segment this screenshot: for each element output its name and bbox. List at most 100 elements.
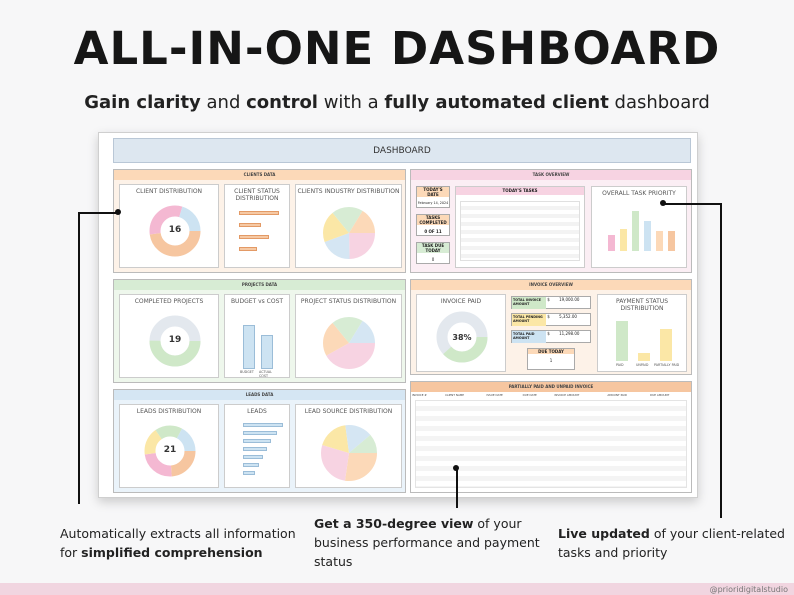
table-header-cell: ISSUE DATE xyxy=(486,392,503,397)
callout-mid: Get a 350-degree view of your business p… xyxy=(314,514,540,571)
callout-line-left-vertical xyxy=(78,212,80,504)
leads-distribution-card: LEADS DISTRIBUTION 21 xyxy=(119,404,219,488)
clients-industry-card: CLIENTS INDUSTRY DISTRIBUTION xyxy=(295,184,402,268)
todays-date-card: TODAY'S DATE February 14, 2024 xyxy=(416,186,450,208)
callout-dot-left xyxy=(115,209,121,215)
total-pending-card: TOTAL PENDING AMOUNT $ 5,352.00 xyxy=(511,313,591,326)
invoice-paid-pct: 38% xyxy=(452,333,472,342)
partial-invoice-header: PARTIALLY PAID AND UNPAID INVOICE xyxy=(411,382,691,392)
projects-section: PROJECTS DATA COMPLETED PROJECTS 19 BUDG… xyxy=(113,279,406,383)
task-section: TASK OVERVIEW TODAY'S DATE February 14, … xyxy=(410,169,692,273)
leads-distribution-total: 21 xyxy=(163,445,177,455)
client-distribution-donut xyxy=(149,205,201,257)
client-status-bar xyxy=(239,247,257,251)
payment-bar-unpaid xyxy=(638,353,650,361)
priority-bar xyxy=(656,231,663,251)
callout-mid-line2: business performance and payment xyxy=(314,535,540,550)
completed-projects-total: 19 xyxy=(168,335,182,345)
actual-cost-bar xyxy=(261,335,273,369)
budget-cost-title: BUDGET vs COST xyxy=(230,298,284,305)
payment-cat-partial: PARTIALLY PAID xyxy=(654,363,680,367)
callout-line-right-horizontal xyxy=(663,203,721,205)
clients-section-header: CLIENTS DATA xyxy=(114,170,405,180)
total-invoice-label: TOTAL INVOICE AMOUNT xyxy=(512,297,546,309)
leads-bar xyxy=(243,455,263,459)
priority-bar xyxy=(668,231,675,251)
total-paid-card: TOTAL PAID AMOUNT $ 11,298.00 xyxy=(511,330,591,343)
table-header-row: INVOICE # CLIENT NAME ISSUE DATE DUE DAT… xyxy=(411,392,691,397)
table-header-cell: INVOICE AMOUNT xyxy=(554,392,580,397)
budget-bar xyxy=(243,325,255,369)
clients-industry-title: CLIENTS INDUSTRY DISTRIBUTION xyxy=(297,188,400,195)
todays-tasks-title: TODAY'S TASKS xyxy=(456,187,584,195)
task-due-card: TASK DUE TODAY 0 xyxy=(416,242,450,264)
todays-tasks-card: TODAY'S TASKS xyxy=(455,186,585,268)
callout-line-right-vertical xyxy=(720,203,722,518)
callout-dot-mid xyxy=(453,465,459,471)
total-paid-value: 11,298.00 xyxy=(559,331,580,336)
leads-distribution-title: LEADS DISTRIBUTION xyxy=(136,408,202,415)
client-distribution-total: 16 xyxy=(168,225,182,235)
leads-bar xyxy=(243,423,283,427)
payment-cat-unpaid: UNPAID xyxy=(636,363,649,367)
partial-invoice-rows xyxy=(415,400,687,488)
dashboard-preview: DASHBOARD CLIENTS DATA CLIENT DISTRIBUTI… xyxy=(98,132,698,498)
page-headline: ALL-IN-ONE DASHBOARD xyxy=(73,22,721,75)
todays-date-value: February 14, 2024 xyxy=(417,201,449,205)
task-due-label: TASK DUE TODAY xyxy=(417,243,449,253)
total-pending-value: 5,352.00 xyxy=(559,314,577,319)
partial-invoice-section: PARTIALLY PAID AND UNPAID INVOICE INVOIC… xyxy=(410,381,692,493)
overall-priority-card: OVERALL TASK PRIORITY xyxy=(591,186,687,268)
tasks-completed-label: TASKS COMPLETED xyxy=(417,215,449,225)
leads-section-header: LEADS DATA xyxy=(114,390,405,400)
total-pending-label: TOTAL PENDING AMOUNT xyxy=(512,314,546,326)
leads-distribution-donut xyxy=(144,425,196,477)
priority-bar xyxy=(632,211,639,251)
total-paid-currency: $ xyxy=(547,331,550,336)
payment-status-card: PAYMENT STATUS DISTRIBUTION PAID UNPAID … xyxy=(597,294,687,372)
callout-mid-line3: status xyxy=(314,554,353,569)
invoice-paid-card: INVOICE PAID 38% xyxy=(416,294,506,372)
leads-bar xyxy=(243,447,267,451)
projects-section-header: PROJECTS DATA xyxy=(114,280,405,290)
leads-section: LEADS DATA LEADS DISTRIBUTION 21 LEADS L… xyxy=(113,389,406,493)
callout-left-line2: for simplified comprehension xyxy=(60,545,263,560)
project-status-card: PROJECT STATUS DISTRIBUTION xyxy=(295,294,402,378)
completed-projects-donut xyxy=(149,315,201,367)
overall-priority-title: OVERALL TASK PRIORITY xyxy=(602,190,676,197)
total-invoice-currency: $ xyxy=(547,297,550,302)
total-invoice-value: 19,000.00 xyxy=(559,297,580,302)
total-pending-currency: $ xyxy=(547,314,550,319)
brand-handle: @prioridigitalstudio xyxy=(709,585,788,594)
lead-source-pie xyxy=(321,425,377,481)
callout-right-line2: tasks and priority xyxy=(558,545,668,560)
total-paid-label: TOTAL PAID AMOUNT xyxy=(512,331,546,343)
todays-tasks-rows xyxy=(460,201,580,261)
page-subheadline: Gain clarity and control with a fully au… xyxy=(84,92,710,113)
leads-bar xyxy=(243,439,271,443)
lead-source-card: LEAD SOURCE DISTRIBUTION xyxy=(295,404,402,488)
client-distribution-card: CLIENT DISTRIBUTION 16 xyxy=(119,184,219,268)
callout-line-left-horizontal xyxy=(78,212,118,214)
client-status-title: CLIENT STATUS DISTRIBUTION xyxy=(234,188,280,202)
client-distribution-title: CLIENT DISTRIBUTION xyxy=(135,188,203,195)
client-status-bar xyxy=(239,211,279,215)
callout-left: Automatically extracts all information f… xyxy=(60,524,296,562)
table-header-cell: DUE DATE xyxy=(522,392,537,397)
task-due-value: 0 xyxy=(431,257,435,262)
dashboard-banner: DASHBOARD xyxy=(113,138,691,163)
partial-invoice-table: INVOICE # CLIENT NAME ISSUE DATE DUE DAT… xyxy=(411,392,691,397)
due-today-value: 1 xyxy=(549,358,553,363)
client-status-bar xyxy=(239,235,269,239)
clients-section: CLIENTS DATA CLIENT DISTRIBUTION 16 CLIE… xyxy=(113,169,406,273)
due-today-label: DUE TODAY xyxy=(528,349,574,354)
priority-bar xyxy=(644,221,651,251)
invoice-section: INVOICE OVERVIEW INVOICE PAID 38% TOTAL … xyxy=(410,279,692,375)
todays-date-label: TODAY'S DATE xyxy=(417,187,449,197)
payment-status-title: PAYMENT STATUS DISTRIBUTION xyxy=(615,298,669,312)
tasks-completed-value: 0 OF 11 xyxy=(424,229,442,234)
invoice-paid-donut xyxy=(436,311,488,363)
payment-bar-paid xyxy=(616,321,628,361)
footer-bar xyxy=(0,583,794,595)
callout-dot-right xyxy=(660,200,666,206)
